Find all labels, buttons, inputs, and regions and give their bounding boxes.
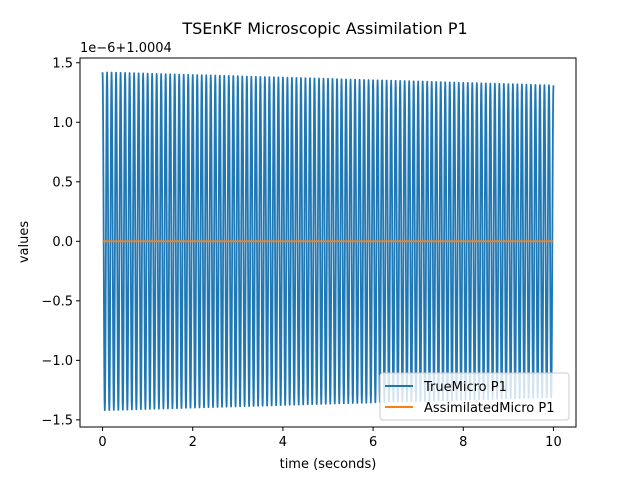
y-axis-label: values: [17, 221, 32, 264]
x-tick-label: 2: [189, 435, 197, 450]
legend-box: [379, 372, 570, 421]
x-tick-label: 0: [98, 435, 106, 450]
legend-entry-assimilatedmicro: AssimilatedMicro P1: [424, 401, 554, 416]
y-axis: −1.5 −1.0 −0.5 0.0 0.5 1.0 1.5: [41, 56, 80, 428]
x-axis-label: time (seconds): [280, 457, 377, 472]
legend: TrueMicro P1 AssimilatedMicro P1: [379, 372, 570, 421]
x-axis: 0 2 4 6 8 10: [98, 427, 562, 450]
y-tick-label: 1.0: [52, 116, 73, 131]
y-tick-label: −1.5: [41, 413, 73, 428]
legend-entry-truemicro: TrueMicro P1: [423, 380, 507, 395]
x-tick-label: 6: [369, 435, 377, 450]
y-tick-label: 0.0: [52, 235, 73, 250]
y-axis-offset-label: 1e−6+1.0004: [80, 41, 172, 56]
chart-title: TSEnKF Microscopic Assimilation P1: [181, 19, 467, 38]
plot-frame: [79, 57, 577, 428]
series-line-truemicro-p1: [101, 71, 555, 412]
y-tick-label: −0.5: [41, 294, 73, 309]
x-tick-label: 8: [459, 435, 467, 450]
y-tick-label: 1.5: [52, 56, 73, 71]
y-tick-label: −1.0: [41, 354, 73, 369]
plot-area: [101, 71, 555, 412]
x-tick-label: 4: [279, 435, 287, 450]
y-tick-label: 0.5: [52, 175, 73, 190]
x-tick-label: 10: [545, 435, 562, 450]
